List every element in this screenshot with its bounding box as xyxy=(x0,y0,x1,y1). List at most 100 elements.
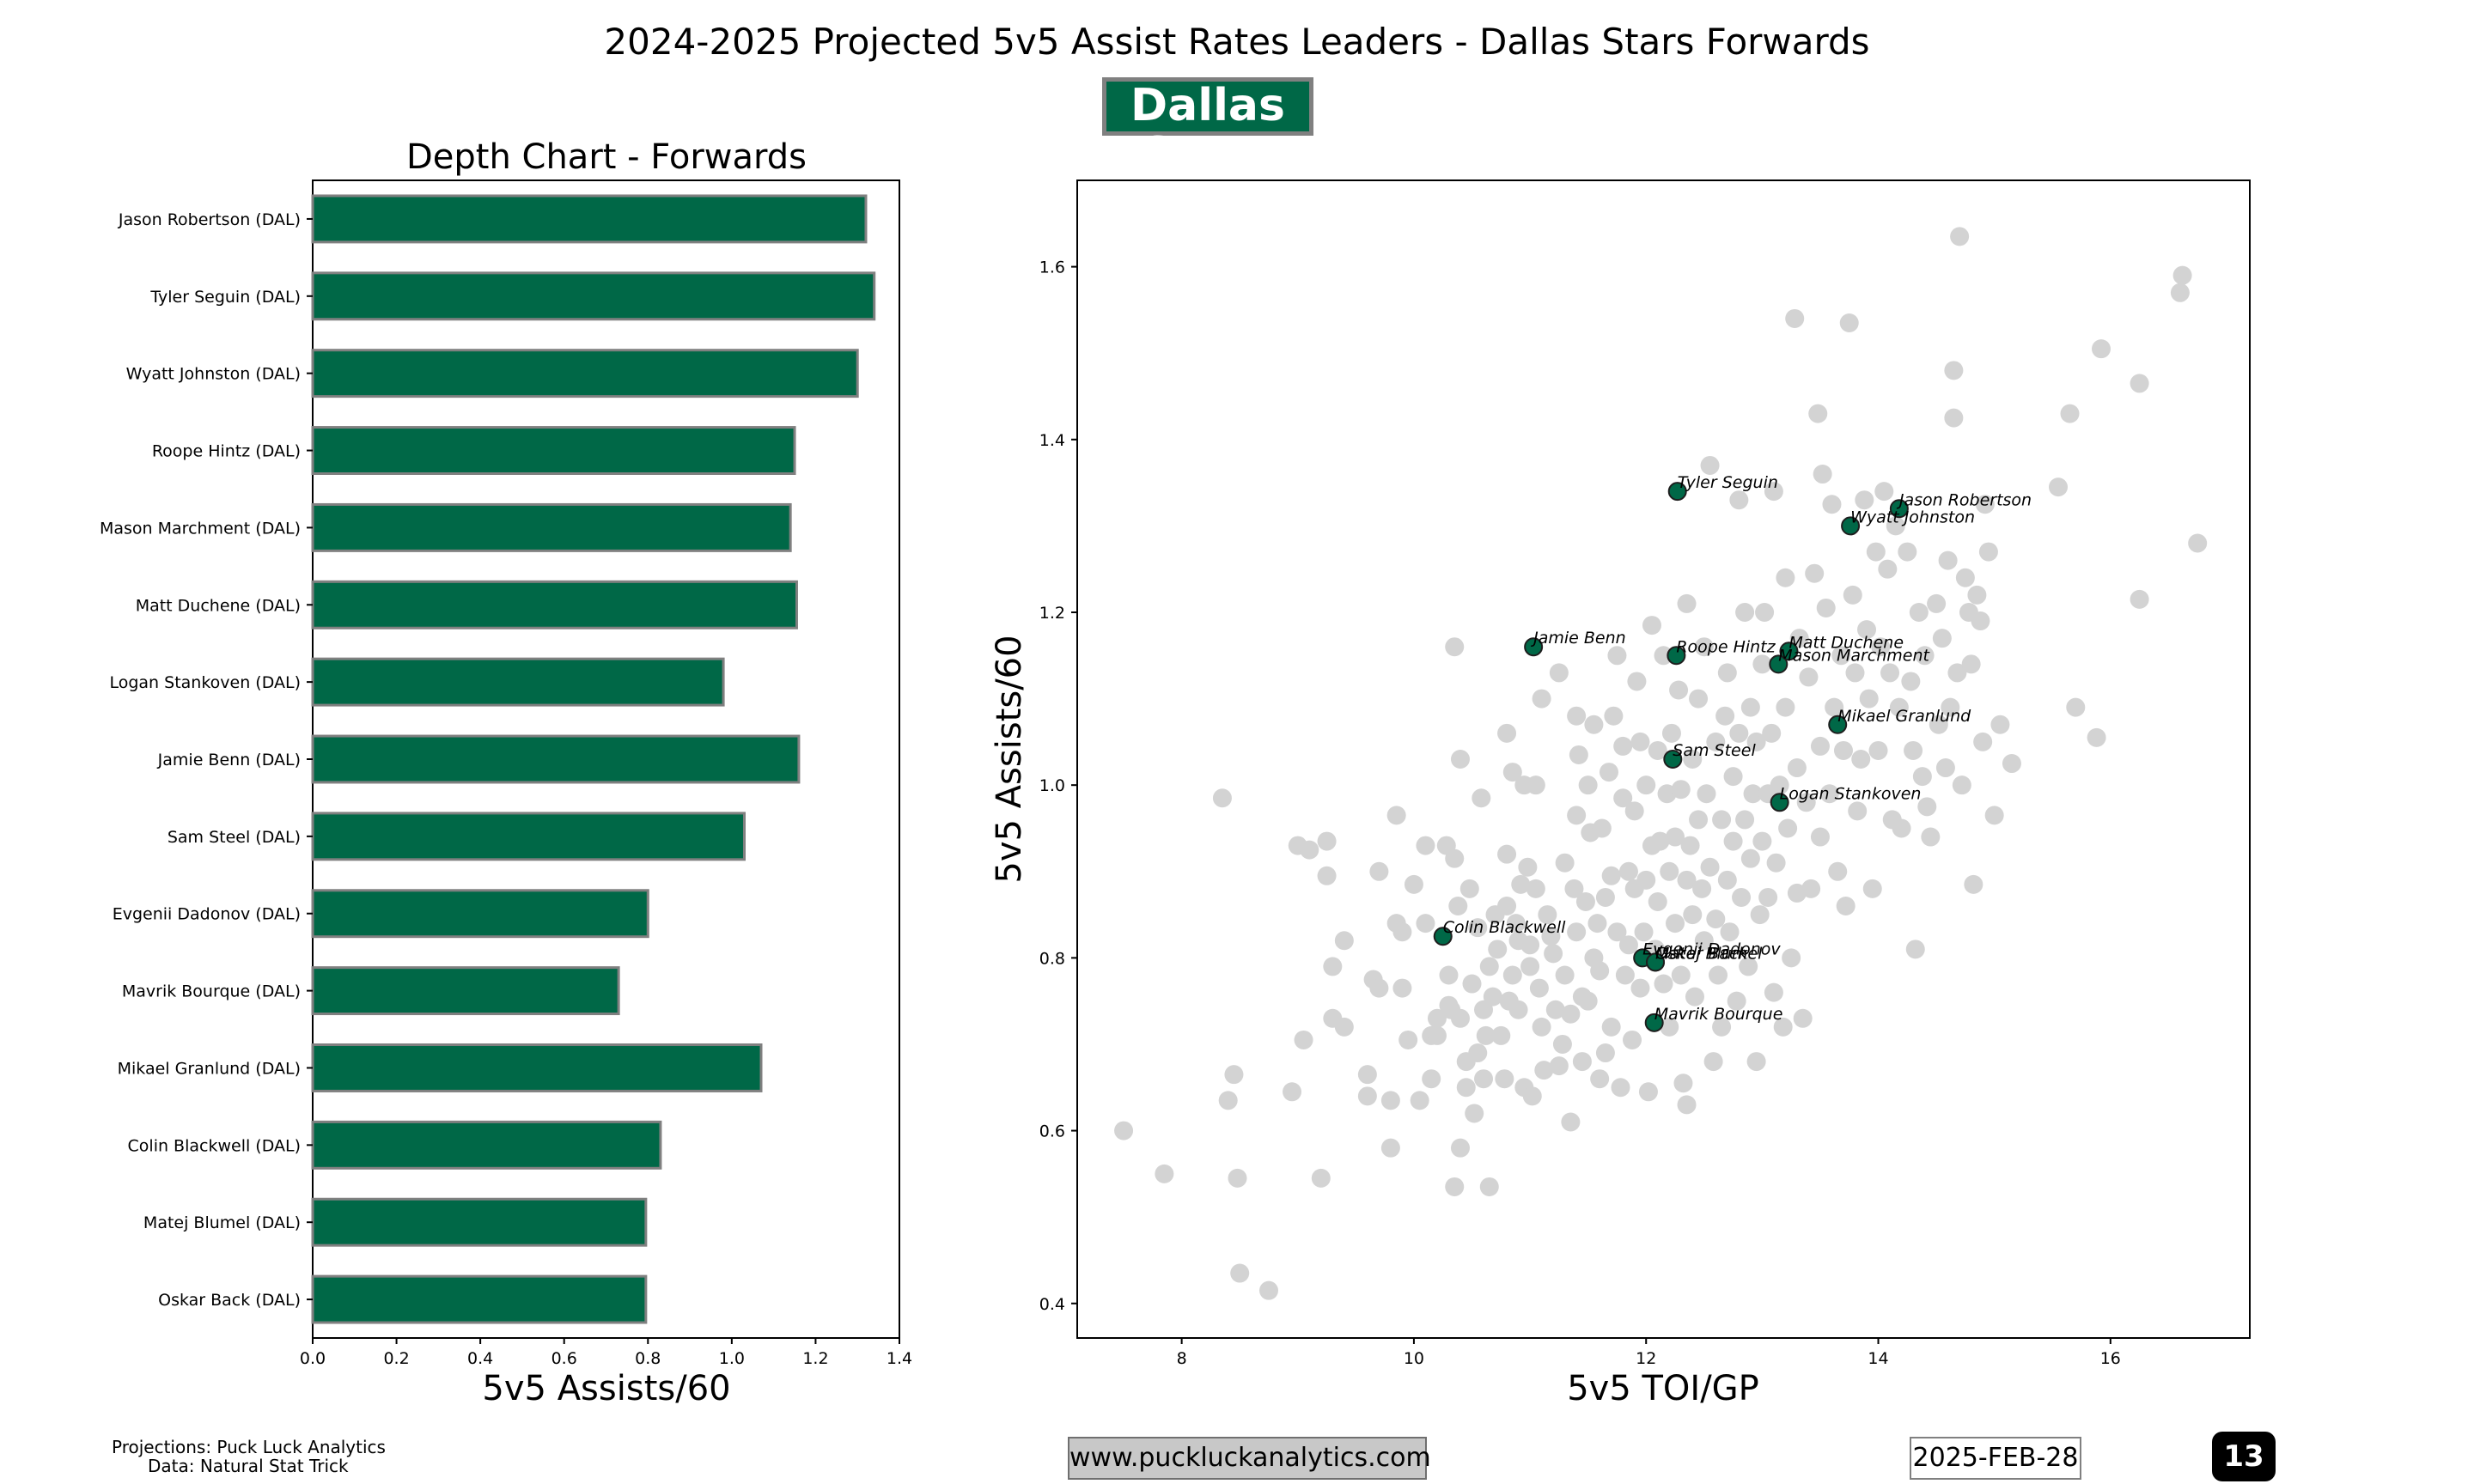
league-point xyxy=(1801,879,1821,898)
league-point xyxy=(1666,827,1685,847)
bar-category-label: Mikael Granlund (DAL) xyxy=(118,1059,301,1078)
x-tick-label: 8 xyxy=(1177,1349,1187,1368)
team-point xyxy=(1433,927,1453,946)
league-point xyxy=(1283,1082,1302,1102)
league-point xyxy=(1717,663,1737,683)
league-point xyxy=(1218,1091,1238,1110)
x-tick-label: 0.6 xyxy=(551,1349,577,1368)
scatter-frame xyxy=(1076,179,2251,1339)
league-point xyxy=(2049,477,2069,497)
league-point xyxy=(1990,715,2010,734)
projections-credit: Projections: Puck Luck Analytics xyxy=(112,1437,386,1457)
league-point xyxy=(1739,957,1758,976)
league-point xyxy=(1762,723,1782,743)
league-point xyxy=(1483,987,1502,1007)
league-point xyxy=(1950,227,1970,246)
league-point xyxy=(1706,732,1726,751)
league-point xyxy=(1459,879,1479,898)
league-point xyxy=(2130,589,2149,609)
league-point xyxy=(1929,715,1948,734)
bar xyxy=(311,194,868,244)
league-point xyxy=(1904,740,1923,760)
league-point xyxy=(1439,965,1459,985)
league-point xyxy=(1855,490,1874,510)
league-point xyxy=(1889,697,1909,717)
league-point xyxy=(1683,905,1703,925)
league-point xyxy=(1735,602,1755,622)
league-point xyxy=(1712,1017,1732,1037)
league-point xyxy=(1623,1030,1642,1049)
league-point xyxy=(1793,1008,1813,1028)
league-point xyxy=(1155,1164,1174,1183)
league-point xyxy=(1660,1017,1679,1037)
league-point xyxy=(1709,965,1728,985)
y-tick-label: 1.6 xyxy=(1039,258,1065,277)
team-point-label: Matt Duchene xyxy=(1788,633,1904,652)
league-point xyxy=(1607,922,1627,942)
league-point xyxy=(1502,965,1522,985)
x-tick-label: 1.0 xyxy=(719,1349,745,1368)
league-point xyxy=(1732,887,1752,907)
league-point xyxy=(1230,1263,1250,1283)
website-link[interactable]: www.puckluckanalytics.com xyxy=(1068,1437,1431,1480)
league-point xyxy=(1567,706,1587,726)
league-point xyxy=(1555,965,1575,985)
league-point xyxy=(1323,957,1343,976)
x-tick-label: 14 xyxy=(1868,1349,1888,1368)
league-point xyxy=(1715,706,1735,726)
league-point xyxy=(1532,689,1551,709)
league-point xyxy=(1785,308,1805,328)
league-point xyxy=(1624,801,1644,821)
team-point xyxy=(1779,642,1799,661)
league-point xyxy=(1944,361,1964,380)
bar-category-label: Jamie Benn (DAL) xyxy=(157,751,301,769)
y-tick-label: 0.8 xyxy=(1039,949,1065,968)
scatter-x-axis-label: 5v5 TOI/GP xyxy=(1567,1369,1759,1408)
league-point xyxy=(1717,870,1737,890)
bar-category-label: Evgenii Dadonov (DAL) xyxy=(113,905,301,924)
team-point-label: Matej Blumel xyxy=(1655,944,1763,963)
bar xyxy=(311,502,792,552)
league-point xyxy=(1468,918,1488,938)
league-point xyxy=(1984,806,2004,825)
league-point xyxy=(1773,1017,1793,1037)
bar xyxy=(311,966,620,1016)
league-point xyxy=(1450,750,1470,769)
team-point xyxy=(1667,482,1687,502)
league-point xyxy=(1746,732,1766,751)
bar xyxy=(311,1197,648,1247)
league-point xyxy=(1799,667,1819,687)
y-tick-label: 1.0 xyxy=(1039,776,1065,795)
league-point xyxy=(1654,974,1673,994)
league-point xyxy=(1317,866,1337,885)
league-point xyxy=(1971,611,1990,631)
y-tick-label: 1.4 xyxy=(1039,431,1065,450)
league-point xyxy=(1886,516,1905,536)
league-point xyxy=(1735,810,1755,830)
league-point xyxy=(1618,935,1638,955)
bar-category-label: Mavrik Bourque (DAL) xyxy=(122,982,301,1001)
league-point xyxy=(1427,1025,1447,1045)
team-point xyxy=(1644,1013,1664,1032)
league-point xyxy=(1587,914,1607,934)
team-point xyxy=(1769,654,1788,674)
league-point xyxy=(1752,831,1772,851)
league-point xyxy=(2060,404,2080,423)
league-point xyxy=(1689,810,1709,830)
league-point xyxy=(1445,637,1465,657)
league-point xyxy=(1369,978,1389,998)
league-point xyxy=(1880,663,1900,683)
league-point xyxy=(1613,736,1633,756)
league-point xyxy=(1636,870,1656,890)
league-point xyxy=(1935,758,1955,778)
chart-main-title: 2024-2025 Projected 5v5 Assist Rates Lea… xyxy=(604,21,1870,63)
league-point xyxy=(1538,905,1557,925)
team-point-label: Sam Steel xyxy=(1673,741,1756,760)
bar-category-label: Matej Blumel (DAL) xyxy=(143,1213,301,1232)
league-point xyxy=(1921,827,1941,847)
league-point xyxy=(1549,663,1569,683)
bar-category-label: Colin Blackwell (DAL) xyxy=(128,1136,301,1155)
x-tick-label: 1.2 xyxy=(802,1349,828,1368)
league-point xyxy=(1386,806,1406,825)
team-point-label: Tyler Seguin xyxy=(1678,473,1778,492)
